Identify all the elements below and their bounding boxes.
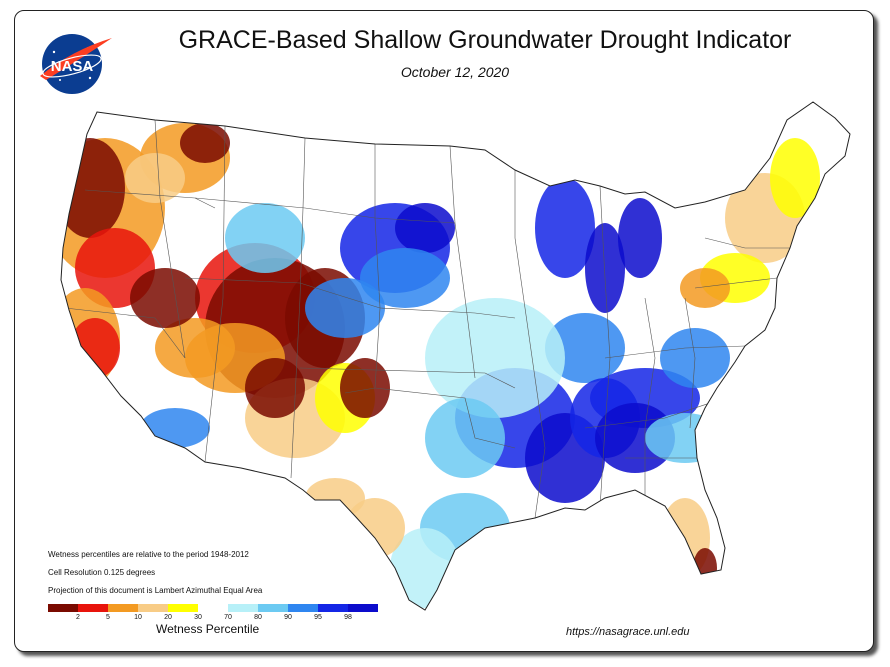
percentile-patch [770,138,820,218]
legend-swatch [318,604,348,612]
legend-tick-label: 5 [106,614,110,621]
legend-colorbar [48,604,378,612]
percentile-patch [395,203,455,253]
legend-swatch [198,604,228,612]
percentile-patch [140,408,210,448]
percentile-patch [680,268,730,308]
legend-ticks: 2 5 10 20 30 70 80 90 95 98 [48,612,378,624]
state-borders [64,119,790,519]
legend-swatch [288,604,318,612]
legend-swatch [228,604,258,612]
nasa-logo: NASA [40,34,112,94]
percentile-patch [618,198,662,278]
percentile-patch [425,298,565,418]
percentile-patch [61,138,125,238]
percentile-patch [305,478,365,518]
legend: 2 5 10 20 30 70 80 90 95 98 Wetness Percentile [48,604,378,636]
percentile-patch [425,398,505,478]
legend-swatch [138,604,168,612]
percentile-patch [340,358,390,418]
svg-text:NASA: NASA [51,58,94,75]
map-notes: Wetness percentiles are relative to the … [48,546,262,600]
legend-swatch [48,604,78,612]
page-title: GRACE-Based Shallow Groundwater Drought … [178,26,792,54]
legend-tick-label: 80 [254,614,262,621]
percentile-patch [693,548,717,588]
percentile-patch [595,403,675,473]
legend-swatch [348,604,378,612]
percentile-patch [130,268,200,328]
legend-swatch [78,604,108,612]
legend-swatch [258,604,288,612]
note-resolution: Cell Resolution 0.125 degrees [48,568,156,577]
source-url[interactable]: https://nasagrace.unl.edu [566,626,690,638]
legend-tick-label: 90 [284,614,292,621]
percentile-patch [70,318,120,378]
legend-swatch [108,604,138,612]
percentile-patch [225,203,305,273]
legend-tick-label: 10 [134,614,142,621]
legend-tick-label: 20 [164,614,172,621]
percentile-patch [245,358,305,418]
legend-title: Wetness Percentile [156,622,260,636]
legend-tick-label: 98 [344,614,352,621]
percentile-patch [125,153,185,203]
percentile-patch [585,223,625,313]
drought-map [60,101,851,611]
legend-tick-label: 30 [194,614,202,621]
percentile-patch [360,248,450,308]
map-date: October 12, 2020 [400,64,510,80]
note-projection: Projection of this document is Lambert A… [48,586,263,595]
legend-tick-label: 70 [224,614,232,621]
percentile-patch [645,413,725,463]
percentile-patch [155,318,235,378]
percentile-patch [545,313,625,383]
percentile-patch [180,123,230,163]
note-period: Wetness percentiles are relative to the … [48,550,249,559]
percentile-patch [305,278,385,338]
percentile-patch [535,178,595,278]
legend-tick-label: 95 [314,614,322,621]
legend-swatch [168,604,198,612]
legend-tick-label: 2 [76,614,80,621]
